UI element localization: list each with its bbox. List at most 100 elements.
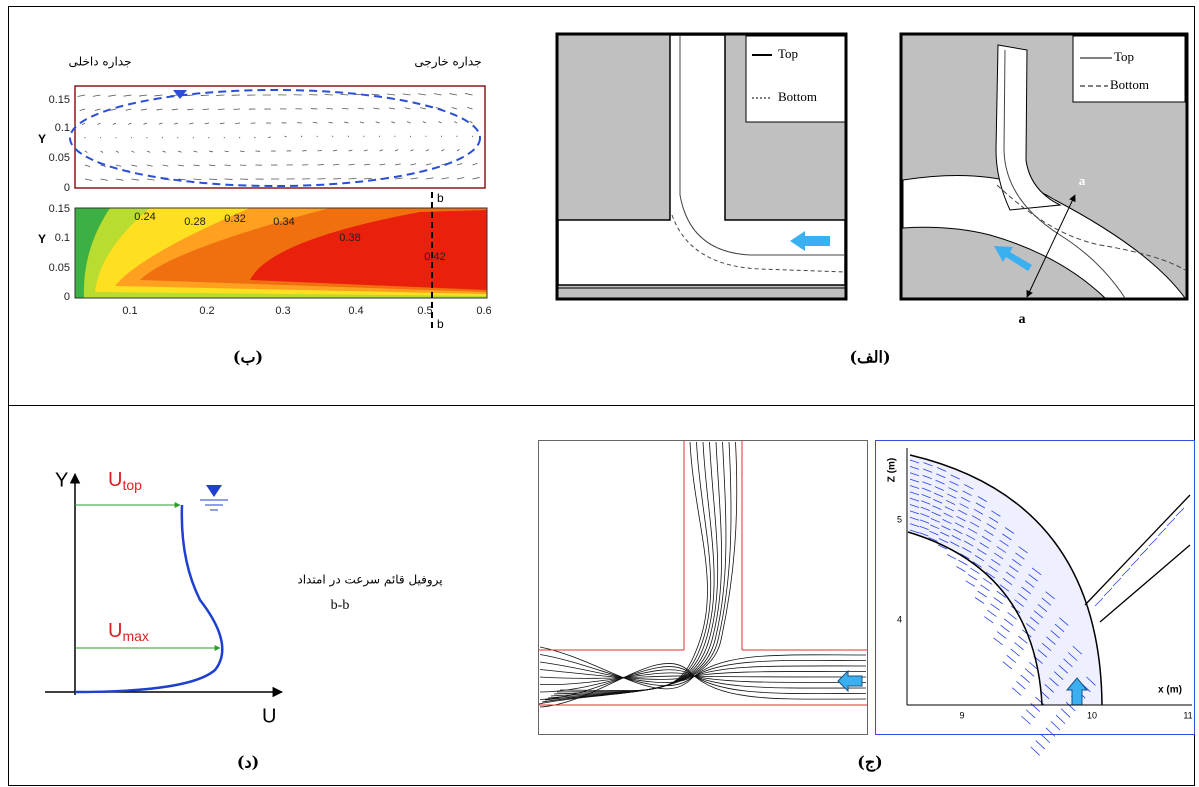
vector	[982, 578, 993, 585]
x-tick: 0.2	[199, 305, 214, 317]
vector	[158, 122, 163, 125]
vector	[79, 108, 86, 111]
vector	[193, 150, 198, 153]
vector	[469, 121, 473, 124]
vector	[1065, 702, 1076, 712]
vector	[404, 107, 411, 110]
vector	[1054, 623, 1065, 633]
x-tick: 0.1	[122, 305, 137, 317]
vector	[202, 108, 210, 111]
vector	[1000, 624, 1010, 633]
vector	[391, 121, 396, 124]
caption: (الف)	[849, 348, 890, 367]
vector	[977, 590, 987, 598]
vector	[999, 539, 1009, 547]
vector	[1037, 649, 1048, 658]
vector	[1018, 635, 1028, 644]
vector	[123, 94, 132, 97]
vector	[1008, 565, 1019, 573]
vector	[933, 499, 943, 504]
vector	[410, 149, 414, 152]
vector	[909, 510, 920, 515]
outer-wall-label: جداره خارجی	[414, 55, 481, 70]
vector	[1002, 533, 1012, 541]
z-label: Z (m)	[887, 458, 898, 482]
vector	[941, 525, 951, 531]
vector	[1040, 733, 1051, 744]
vector	[937, 544, 948, 550]
vector	[1094, 597, 1104, 607]
vector	[108, 94, 117, 97]
section-label: a	[1019, 312, 1026, 327]
vector	[970, 567, 980, 575]
legend-label: Bottom	[1110, 77, 1149, 92]
vector	[100, 164, 106, 167]
vector	[219, 122, 225, 125]
caption: (د)	[237, 753, 259, 772]
vector	[1049, 677, 1059, 687]
vector	[909, 485, 920, 489]
outer-wall	[909, 454, 1103, 706]
vector	[1012, 558, 1022, 567]
contour-level	[250, 210, 487, 290]
vector	[954, 522, 965, 528]
vector	[1063, 658, 1073, 668]
vector	[84, 178, 93, 181]
vector	[328, 121, 334, 124]
z-tick: 4	[897, 614, 902, 624]
vector	[947, 493, 957, 499]
vector	[999, 584, 1010, 592]
vector	[977, 548, 987, 555]
y-tick: 0.05	[49, 262, 70, 274]
vector	[973, 508, 984, 515]
vector	[115, 150, 119, 153]
vector	[987, 609, 997, 617]
vector	[224, 164, 231, 166]
vector	[449, 93, 458, 96]
vector	[1007, 612, 1017, 620]
streamline	[553, 441, 715, 695]
vector	[422, 121, 427, 124]
vector	[1021, 586, 1031, 595]
vector	[1025, 623, 1036, 632]
vector	[238, 136, 241, 139]
legend-label: Top	[1114, 49, 1134, 64]
vector	[957, 509, 968, 516]
vector	[284, 135, 287, 138]
vector	[1030, 746, 1040, 756]
vector	[1058, 664, 1069, 674]
vector	[208, 150, 214, 153]
vector	[332, 163, 340, 166]
vector	[344, 121, 349, 124]
vector	[208, 164, 216, 167]
vector	[942, 519, 952, 525]
vector	[909, 459, 920, 464]
vector	[921, 487, 932, 492]
subscript: top	[122, 477, 142, 493]
vector	[1011, 687, 1022, 696]
vector	[131, 164, 138, 167]
vector	[1041, 642, 1052, 652]
vector	[946, 554, 957, 560]
vector	[239, 150, 245, 152]
vector	[371, 93, 380, 96]
vector	[1067, 652, 1078, 661]
vector	[438, 121, 442, 124]
vector	[993, 637, 1003, 646]
vector	[956, 515, 966, 522]
vector	[1028, 573, 1038, 582]
vector	[919, 532, 929, 537]
panel-b: جداره داخلی جداره خارجی Y 0.15 0.1 0.05 …	[38, 55, 492, 367]
vector	[991, 558, 1001, 566]
vector	[928, 537, 938, 542]
vector	[1035, 740, 1046, 750]
y-tick: 0	[64, 291, 70, 303]
vector	[1035, 696, 1045, 706]
vector	[1017, 593, 1028, 601]
vector	[193, 178, 202, 181]
vector	[972, 561, 982, 568]
vector	[84, 150, 88, 153]
vector	[935, 479, 945, 485]
vector	[1021, 715, 1031, 725]
